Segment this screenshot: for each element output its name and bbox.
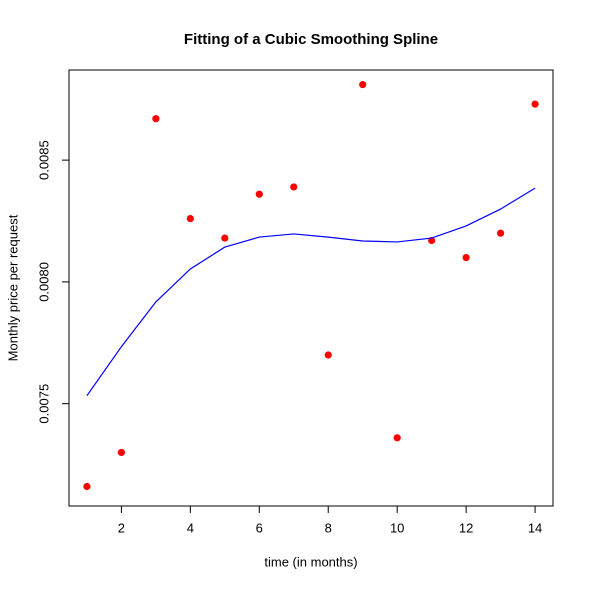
point: [393, 434, 401, 442]
x-axis-label: time (in months): [264, 554, 357, 569]
x-tick-label: 2: [118, 520, 125, 535]
point: [497, 229, 505, 237]
point: [290, 183, 298, 191]
y-tick-label: 0.0085: [36, 140, 51, 180]
x-tick-label: 4: [187, 520, 194, 535]
x-tick-label: 14: [528, 520, 542, 535]
chart-title: Fitting of a Cubic Smoothing Spline: [184, 31, 438, 48]
point: [531, 100, 539, 108]
point: [462, 253, 470, 262]
x-tick-label: 6: [256, 520, 263, 535]
x-tick-label: 10: [390, 520, 404, 535]
point: [324, 351, 332, 359]
x-tick-label: 8: [325, 520, 332, 535]
point: [359, 81, 367, 89]
point: [186, 214, 194, 223]
point: [221, 234, 229, 242]
point: [255, 190, 263, 198]
point: [117, 448, 125, 457]
x-tick-label: 12: [459, 520, 473, 535]
y-axis-label: Monthly price per request: [5, 214, 20, 361]
y-tick-label: 0.0080: [36, 262, 51, 302]
spline-line: [86, 187, 536, 397]
point: [83, 482, 91, 491]
y-tick-label: 0.0075: [36, 384, 51, 424]
point: [152, 115, 160, 123]
plot-box: [68, 69, 554, 507]
